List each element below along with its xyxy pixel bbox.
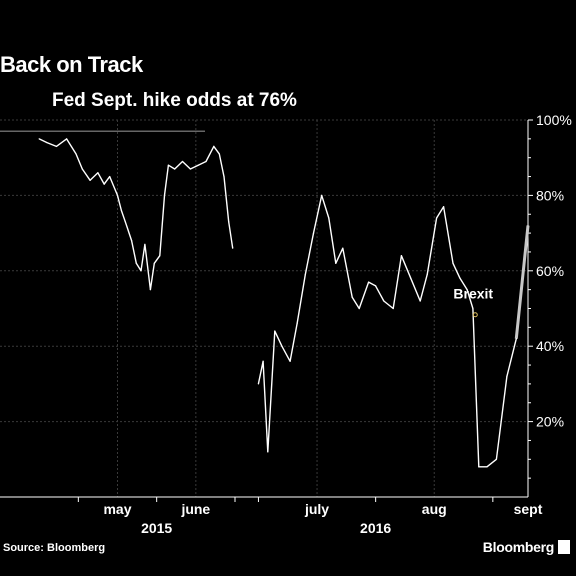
- data-point: [281, 345, 283, 347]
- data-point: [495, 458, 497, 460]
- data-point: [452, 262, 454, 264]
- x-axis: may june july aug sept 2015 2016: [0, 496, 543, 536]
- gridlines: [0, 119, 528, 497]
- data-point: [116, 194, 119, 196]
- source-note: Source: Bloomberg: [3, 542, 106, 554]
- data-point: [262, 360, 264, 362]
- data-point: [368, 281, 370, 283]
- bloomberg-logo: Bloomberg: [482, 539, 555, 555]
- data-point: [89, 179, 91, 181]
- y-tick-label: 40%: [536, 338, 564, 354]
- x-tick-label: june: [180, 501, 210, 517]
- data-point: [296, 322, 298, 325]
- bloomberg-mark-icon: [558, 540, 570, 554]
- data-point: [274, 330, 276, 332]
- x-tick-label: sept: [514, 501, 543, 517]
- data-point: [312, 232, 315, 234]
- data-point: [392, 307, 394, 310]
- annotations: Brexit: [453, 286, 493, 318]
- data-point: [351, 296, 353, 298]
- data-point: [97, 172, 99, 174]
- data-point: [228, 221, 230, 223]
- data-point: [109, 175, 111, 178]
- annotation-label: Brexit: [453, 286, 493, 302]
- data-point: [153, 262, 155, 264]
- y-tick-label: 20%: [536, 414, 564, 430]
- data-point: [321, 194, 323, 196]
- data-point: [335, 262, 337, 264]
- x-tick-label: aug: [422, 501, 447, 517]
- data-point: [383, 300, 385, 302]
- x-tick-label: july: [304, 501, 329, 517]
- x-year-label: 2015: [141, 520, 172, 536]
- data-point: [472, 307, 474, 310]
- series-latest-leg: [514, 225, 530, 339]
- brexit-marker: [472, 312, 478, 318]
- data-point: [218, 153, 220, 155]
- data-point: [65, 138, 68, 140]
- data-point: [189, 168, 191, 170]
- data-point: [167, 164, 170, 166]
- data-point: [131, 240, 133, 242]
- data-point: [232, 247, 234, 249]
- data-point: [197, 164, 199, 166]
- data-point: [506, 375, 508, 377]
- x-tick-label: may: [103, 501, 131, 517]
- y-axis: 20% 40% 60% 80% 100%: [527, 112, 572, 497]
- data-point: [257, 383, 260, 385]
- data-point: [81, 168, 83, 170]
- data-point: [342, 247, 344, 249]
- chart-title: Back on Track: [0, 52, 143, 77]
- data-point: [267, 451, 269, 453]
- data-point: [289, 360, 291, 362]
- data-point: [140, 270, 142, 272]
- data-point: [304, 273, 306, 276]
- series-line-segment-0: [38, 138, 234, 291]
- data-point: [443, 206, 445, 208]
- data-point: [515, 338, 517, 340]
- y-tick-label: 100%: [536, 112, 572, 128]
- data-point: [205, 160, 207, 163]
- data-point: [124, 221, 126, 223]
- series-line-segment-1: [257, 194, 529, 468]
- data-point: [459, 277, 461, 279]
- data-point: [55, 145, 58, 147]
- data-point: [135, 262, 137, 264]
- data-point: [223, 175, 225, 178]
- data-point: [375, 285, 377, 287]
- chart-subtitle: Fed Sept. hike odds at 76%: [52, 90, 297, 111]
- data-point: [149, 289, 151, 291]
- data-point: [466, 289, 468, 291]
- data-point: [144, 243, 146, 246]
- data-point: [478, 466, 480, 468]
- data-point: [103, 183, 105, 185]
- data-point: [75, 153, 77, 155]
- data-point: [213, 145, 215, 147]
- data-point: [163, 194, 166, 196]
- data-point: [410, 277, 412, 279]
- data-point: [181, 160, 184, 163]
- data-point: [159, 255, 161, 257]
- data-point: [328, 217, 330, 219]
- y-tick-label: 80%: [536, 187, 564, 203]
- y-tick-label: 60%: [536, 263, 564, 279]
- data-point: [527, 224, 529, 227]
- series-layer: [0, 130, 530, 468]
- data-point: [400, 255, 403, 257]
- data-point: [358, 307, 360, 310]
- x-year-label: 2016: [360, 520, 391, 536]
- data-point: [120, 209, 123, 212]
- data-point: [435, 217, 438, 219]
- data-point: [174, 168, 176, 170]
- data-point: [46, 142, 48, 144]
- data-point: [486, 466, 488, 468]
- data-point: [38, 138, 40, 140]
- data-point: [419, 300, 421, 302]
- data-point: [426, 273, 428, 276]
